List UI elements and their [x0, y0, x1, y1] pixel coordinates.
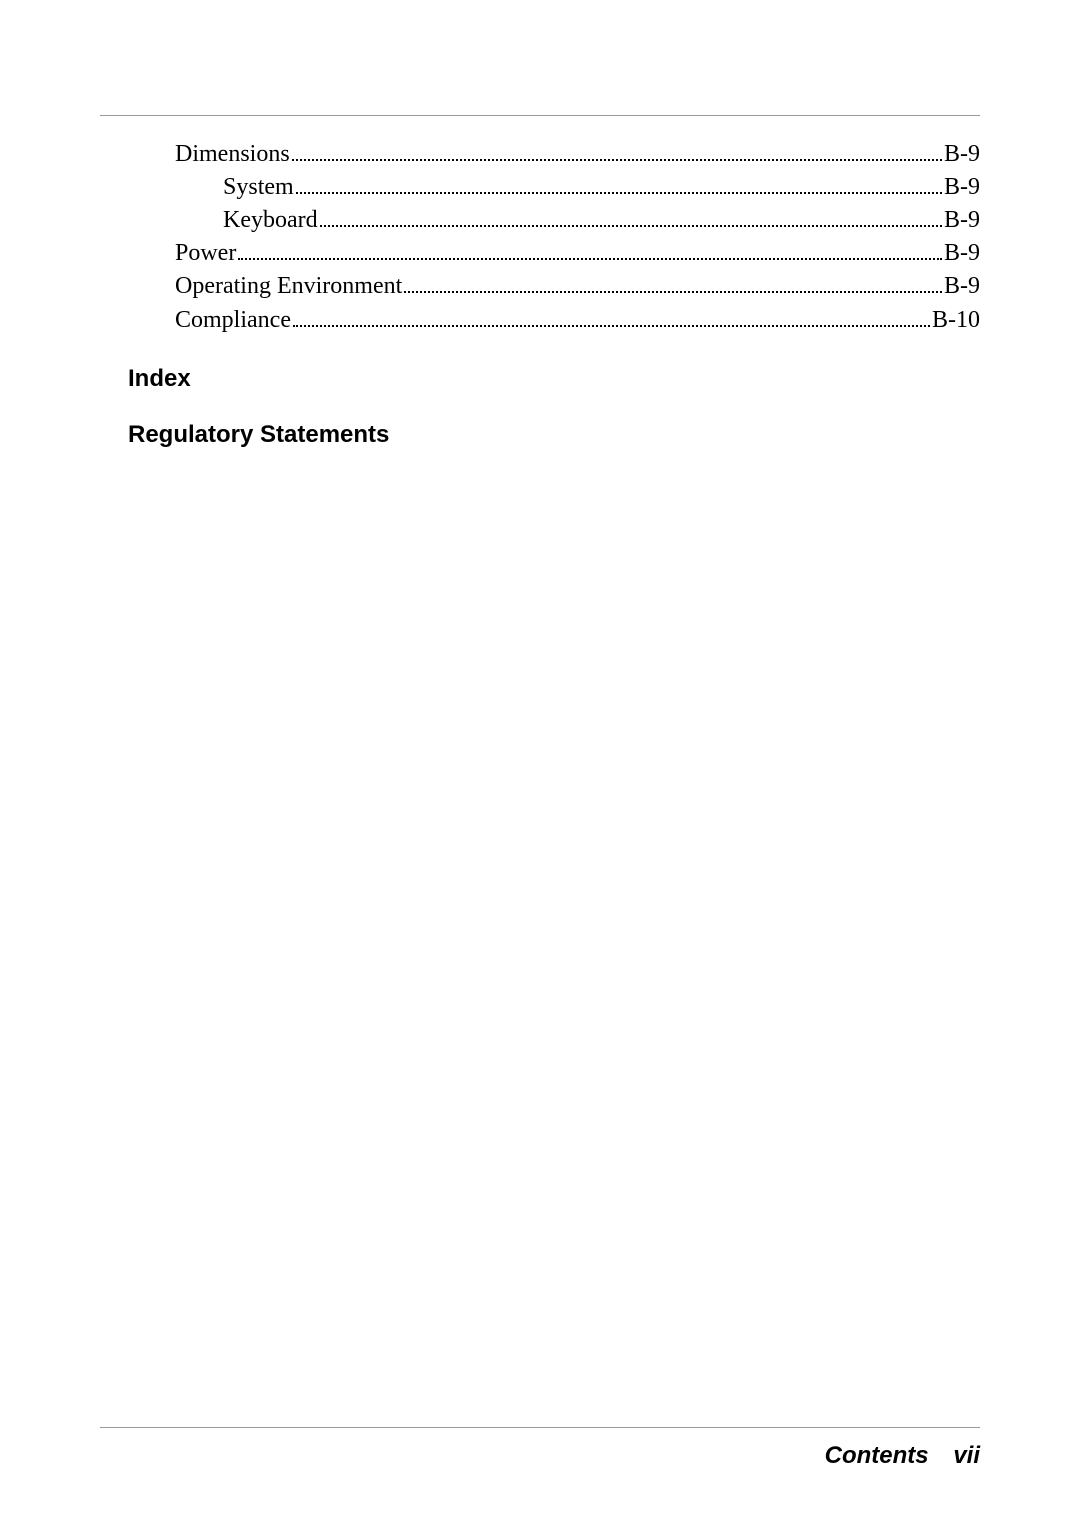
toc-label: Power	[175, 237, 236, 270]
footer-horizontal-rule	[100, 1427, 980, 1428]
toc-dot-leader	[320, 208, 942, 227]
toc-dot-leader	[292, 142, 942, 161]
toc-dot-leader	[238, 241, 942, 260]
toc-entry-keyboard: Keyboard B-9	[175, 204, 980, 237]
toc-page-number: B-9	[944, 270, 980, 303]
toc-label: Operating Environment	[175, 270, 402, 303]
toc-label: Dimensions	[175, 138, 290, 171]
heading-regulatory-statements: Regulatory Statements	[100, 421, 980, 449]
footer-text: Contents vii	[100, 1442, 980, 1470]
toc-dot-leader	[293, 307, 930, 326]
footer-label: Contents	[825, 1442, 929, 1469]
toc-label: Keyboard	[223, 204, 318, 237]
heading-index: Index	[100, 365, 980, 393]
toc-dot-leader	[404, 274, 942, 293]
toc-entry-system: System B-9	[175, 171, 980, 204]
toc-page-number: B-9	[944, 237, 980, 270]
toc-dot-leader	[296, 175, 942, 194]
toc-entry-dimensions: Dimensions B-9	[175, 138, 980, 171]
page-footer: Contents vii	[100, 1427, 980, 1470]
toc-page-number: B-10	[932, 304, 980, 337]
toc-entry-power: Power B-9	[175, 237, 980, 270]
toc-label: Compliance	[175, 304, 291, 337]
toc-page-number: B-9	[944, 138, 980, 171]
toc-page-number: B-9	[944, 204, 980, 237]
page-container: Dimensions B-9 System B-9 Keyboard B-9 P…	[0, 0, 1080, 1530]
toc-entry-compliance: Compliance B-10	[175, 304, 980, 337]
toc-entry-operating-environment: Operating Environment B-9	[175, 270, 980, 303]
top-horizontal-rule	[100, 115, 980, 116]
toc-page-number: B-9	[944, 171, 980, 204]
footer-page-number: vii	[953, 1442, 980, 1469]
toc-label: System	[223, 171, 294, 204]
table-of-contents: Dimensions B-9 System B-9 Keyboard B-9 P…	[100, 138, 980, 337]
